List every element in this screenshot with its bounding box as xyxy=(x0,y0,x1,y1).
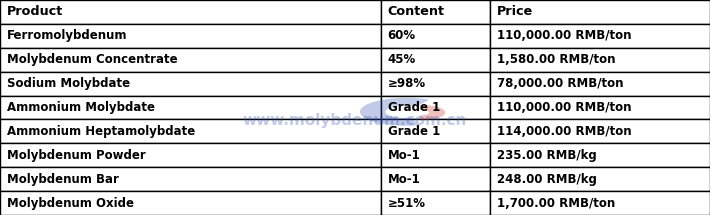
Bar xyxy=(490,167,710,191)
Bar xyxy=(381,72,490,95)
Text: Sodium Molybdate: Sodium Molybdate xyxy=(7,77,130,90)
Text: Molybdenum Bar: Molybdenum Bar xyxy=(7,173,119,186)
Bar xyxy=(381,0,490,24)
Text: Grade 1: Grade 1 xyxy=(388,125,440,138)
Bar xyxy=(490,120,710,143)
Bar xyxy=(490,48,710,72)
Text: Mo-1: Mo-1 xyxy=(388,149,420,162)
Text: Ferromolybdenum: Ferromolybdenum xyxy=(7,29,128,42)
Bar xyxy=(490,95,710,120)
Bar xyxy=(490,0,710,24)
Bar xyxy=(0,191,381,215)
Text: 45%: 45% xyxy=(388,53,416,66)
Bar xyxy=(490,143,710,167)
Bar xyxy=(0,143,381,167)
Bar xyxy=(381,48,490,72)
Bar xyxy=(0,167,381,191)
Text: Molybdenum Powder: Molybdenum Powder xyxy=(7,149,146,162)
Text: ≥98%: ≥98% xyxy=(388,77,426,90)
Text: 114,000.00 RMB/ton: 114,000.00 RMB/ton xyxy=(497,125,632,138)
Bar xyxy=(0,95,381,120)
Bar xyxy=(381,95,490,120)
Text: www.molybdenum.com.cn: www.molybdenum.com.cn xyxy=(243,113,467,128)
Bar xyxy=(381,143,490,167)
Bar xyxy=(381,24,490,48)
Text: 235.00 RMB/kg: 235.00 RMB/kg xyxy=(497,149,596,162)
Bar xyxy=(0,0,381,24)
Wedge shape xyxy=(420,105,445,120)
Text: 1,700.00 RMB/ton: 1,700.00 RMB/ton xyxy=(497,197,616,210)
Text: ≥51%: ≥51% xyxy=(388,197,426,210)
Text: Molybdenum Oxide: Molybdenum Oxide xyxy=(7,197,134,210)
Bar xyxy=(490,191,710,215)
Bar xyxy=(381,120,490,143)
Text: 110,000.00 RMB/ton: 110,000.00 RMB/ton xyxy=(497,101,631,114)
Wedge shape xyxy=(360,98,429,126)
Text: Product: Product xyxy=(7,5,63,18)
Text: Ammonium Heptamolybdate: Ammonium Heptamolybdate xyxy=(7,125,195,138)
Text: Molybdenum Concentrate: Molybdenum Concentrate xyxy=(7,53,178,66)
Bar xyxy=(0,48,381,72)
Bar xyxy=(381,167,490,191)
Bar xyxy=(0,120,381,143)
Text: 78,000.00 RMB/ton: 78,000.00 RMB/ton xyxy=(497,77,623,90)
Text: Grade 1: Grade 1 xyxy=(388,101,440,114)
Text: 1,580.00 RMB/ton: 1,580.00 RMB/ton xyxy=(497,53,616,66)
Bar xyxy=(381,191,490,215)
Text: Price: Price xyxy=(497,5,533,18)
Text: Ammonium Molybdate: Ammonium Molybdate xyxy=(7,101,155,114)
Bar xyxy=(490,72,710,95)
Text: 110,000.00 RMB/ton: 110,000.00 RMB/ton xyxy=(497,29,631,42)
Bar xyxy=(490,24,710,48)
Bar xyxy=(0,72,381,95)
Bar xyxy=(0,24,381,48)
Text: 248.00 RMB/kg: 248.00 RMB/kg xyxy=(497,173,597,186)
Text: Content: Content xyxy=(388,5,444,18)
Text: Mo-1: Mo-1 xyxy=(388,173,420,186)
Text: 60%: 60% xyxy=(388,29,416,42)
